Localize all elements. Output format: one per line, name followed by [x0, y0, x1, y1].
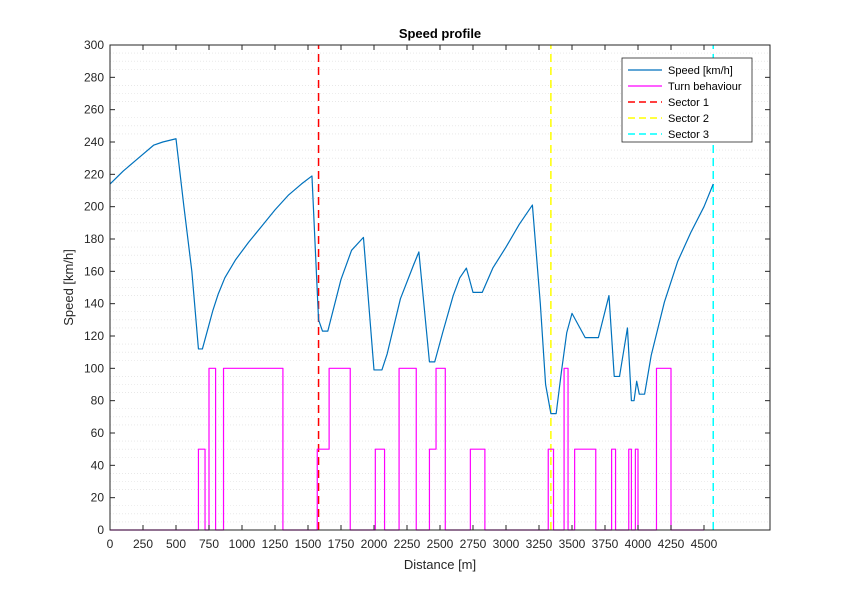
x-tick-label: 1750 — [328, 537, 355, 551]
y-tick-label: 260 — [84, 103, 104, 117]
y-tick-label: 300 — [84, 38, 104, 52]
x-tick-label: 0 — [107, 537, 114, 551]
x-tick-label: 250 — [133, 537, 153, 551]
x-tick-label: 1000 — [229, 537, 256, 551]
x-tick-label: 1250 — [262, 537, 289, 551]
y-tick-label: 20 — [91, 491, 105, 505]
y-tick-label: 40 — [91, 458, 105, 472]
y-tick-label: 80 — [91, 394, 105, 408]
y-tick-label: 240 — [84, 135, 104, 149]
chart-title: Speed profile — [399, 26, 481, 41]
legend-entry-label: Sector 2 — [668, 113, 709, 125]
x-tick-label: 500 — [166, 537, 186, 551]
legend: Speed [km/h] Turn behaviour Sector 1 Sector… — [622, 58, 752, 142]
x-tick-label: 2000 — [361, 537, 388, 551]
x-tick-label: 4500 — [691, 537, 718, 551]
x-tick-label: 2500 — [427, 537, 454, 551]
x-tick-label: 3000 — [493, 537, 520, 551]
y-tick-label: 160 — [84, 264, 104, 278]
x-tick-label: 4000 — [625, 537, 652, 551]
y-tick-label: 100 — [84, 361, 104, 375]
x-tick-label: 1500 — [295, 537, 322, 551]
x-tick-label: 750 — [199, 537, 219, 551]
y-tick-label: 60 — [91, 426, 105, 440]
y-tick-label: 180 — [84, 232, 104, 246]
y-axis-label: Speed [km/h] — [61, 249, 76, 326]
y-tick-label: 120 — [84, 329, 104, 343]
legend-entry-label: Turn behaviour — [668, 81, 742, 93]
y-tick-label: 0 — [97, 523, 104, 537]
x-tick-label: 4250 — [658, 537, 685, 551]
x-axis-label: Distance [m] — [404, 557, 476, 572]
legend-entry-label: Sector 1 — [668, 97, 709, 109]
x-tick-label: 3250 — [526, 537, 553, 551]
x-tick-label: 3750 — [592, 537, 619, 551]
legend-entry-label: Sector 3 — [668, 129, 709, 141]
x-tick-label: 2250 — [394, 537, 421, 551]
y-tick-label: 140 — [84, 297, 104, 311]
x-tick-label: 2750 — [460, 537, 487, 551]
legend-entry-label: Speed [km/h] — [668, 65, 733, 77]
x-tick-label: 3500 — [559, 537, 586, 551]
y-tick-label: 220 — [84, 167, 104, 181]
y-tick-label: 200 — [84, 200, 104, 214]
y-tick-label: 280 — [84, 70, 104, 84]
